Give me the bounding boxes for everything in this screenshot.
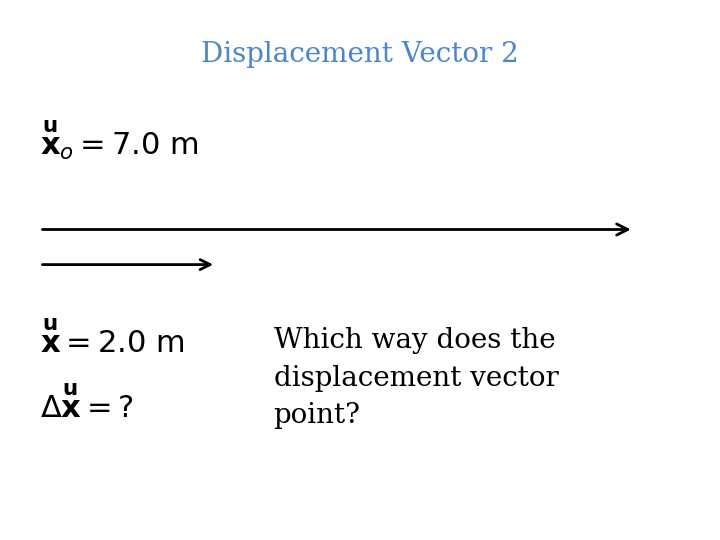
Text: $\mathbf{\overset{u}{x}} = 2.0\ \mathrm{m}$: $\mathbf{\overset{u}{x}} = 2.0\ \mathrm{… <box>40 321 184 360</box>
Text: Displacement Vector 2: Displacement Vector 2 <box>201 40 519 68</box>
Text: $\Delta\mathbf{\overset{u}{x}} = ?$: $\Delta\mathbf{\overset{u}{x}} = ?$ <box>40 386 134 424</box>
Text: $\mathbf{\overset{u}{x}}_{o} = 7.0\ \mathrm{m}$: $\mathbf{\overset{u}{x}}_{o} = 7.0\ \mat… <box>40 118 198 163</box>
Text: Which way does the
displacement vector
point?: Which way does the displacement vector p… <box>274 327 558 429</box>
